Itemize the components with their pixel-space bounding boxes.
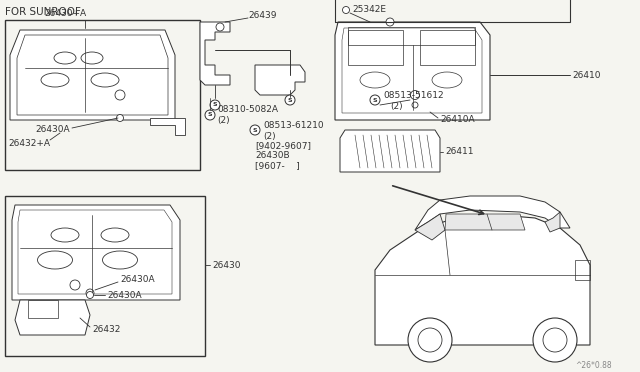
Circle shape: [412, 102, 418, 108]
Circle shape: [285, 95, 295, 105]
Polygon shape: [415, 214, 445, 240]
Polygon shape: [12, 205, 180, 300]
Text: S: S: [288, 97, 292, 103]
Text: S: S: [208, 112, 212, 118]
Text: S: S: [212, 103, 218, 108]
Text: 26430A: 26430A: [35, 125, 70, 135]
Circle shape: [370, 95, 380, 105]
Circle shape: [210, 100, 220, 110]
Bar: [348, 27, 475, 45]
Circle shape: [408, 318, 452, 362]
Bar: [348, 30, 403, 65]
Circle shape: [418, 328, 442, 352]
Text: ^26*0.88: ^26*0.88: [575, 360, 612, 369]
Circle shape: [216, 23, 224, 31]
Bar: [5, 196, 205, 356]
Polygon shape: [255, 65, 305, 95]
Text: 26430A: 26430A: [107, 291, 141, 299]
Circle shape: [86, 289, 94, 297]
Text: 26410A: 26410A: [440, 115, 475, 125]
Circle shape: [533, 318, 577, 362]
Polygon shape: [375, 215, 590, 345]
Circle shape: [115, 90, 125, 100]
Text: 26430: 26430: [212, 260, 241, 269]
Bar: [575, 260, 590, 280]
Circle shape: [342, 6, 349, 13]
Circle shape: [205, 110, 215, 120]
Text: 25342E: 25342E: [352, 4, 386, 13]
Polygon shape: [545, 212, 560, 232]
Text: 26430+A: 26430+A: [44, 10, 86, 19]
Text: 26411: 26411: [445, 148, 474, 157]
Polygon shape: [150, 118, 185, 135]
Circle shape: [86, 292, 93, 298]
Circle shape: [70, 280, 80, 290]
Text: 26439: 26439: [248, 12, 276, 20]
Text: 26432+A: 26432+A: [8, 138, 50, 148]
Circle shape: [116, 115, 124, 122]
Polygon shape: [335, 22, 490, 120]
Text: 26410: 26410: [572, 71, 600, 80]
Polygon shape: [10, 30, 175, 120]
Bar: [5, 20, 200, 170]
Text: 08310-5082A
(2): 08310-5082A (2): [217, 105, 278, 125]
Text: S: S: [253, 128, 257, 132]
Polygon shape: [415, 196, 570, 230]
Circle shape: [250, 125, 260, 135]
Polygon shape: [15, 300, 90, 335]
Polygon shape: [340, 130, 440, 172]
Text: FOR SUNROOF: FOR SUNROOF: [5, 7, 81, 17]
Text: [9402-9607]: [9402-9607]: [255, 141, 311, 151]
Text: 26430A: 26430A: [120, 276, 155, 285]
Bar: [420, 30, 475, 65]
Text: [9607-    ]: [9607- ]: [255, 161, 300, 170]
Circle shape: [386, 18, 394, 26]
Text: (2): (2): [263, 131, 276, 141]
Text: (2): (2): [390, 103, 403, 112]
Circle shape: [410, 90, 419, 99]
Text: 08513-51612: 08513-51612: [383, 90, 444, 99]
Polygon shape: [200, 22, 230, 85]
Bar: [335, 0, 570, 22]
Text: 08513-61210: 08513-61210: [263, 122, 324, 131]
Text: S: S: [372, 97, 378, 103]
Circle shape: [543, 328, 567, 352]
Text: 26432: 26432: [92, 326, 120, 334]
Polygon shape: [445, 214, 525, 230]
Text: 26430B: 26430B: [255, 151, 290, 160]
Bar: [28, 300, 58, 318]
